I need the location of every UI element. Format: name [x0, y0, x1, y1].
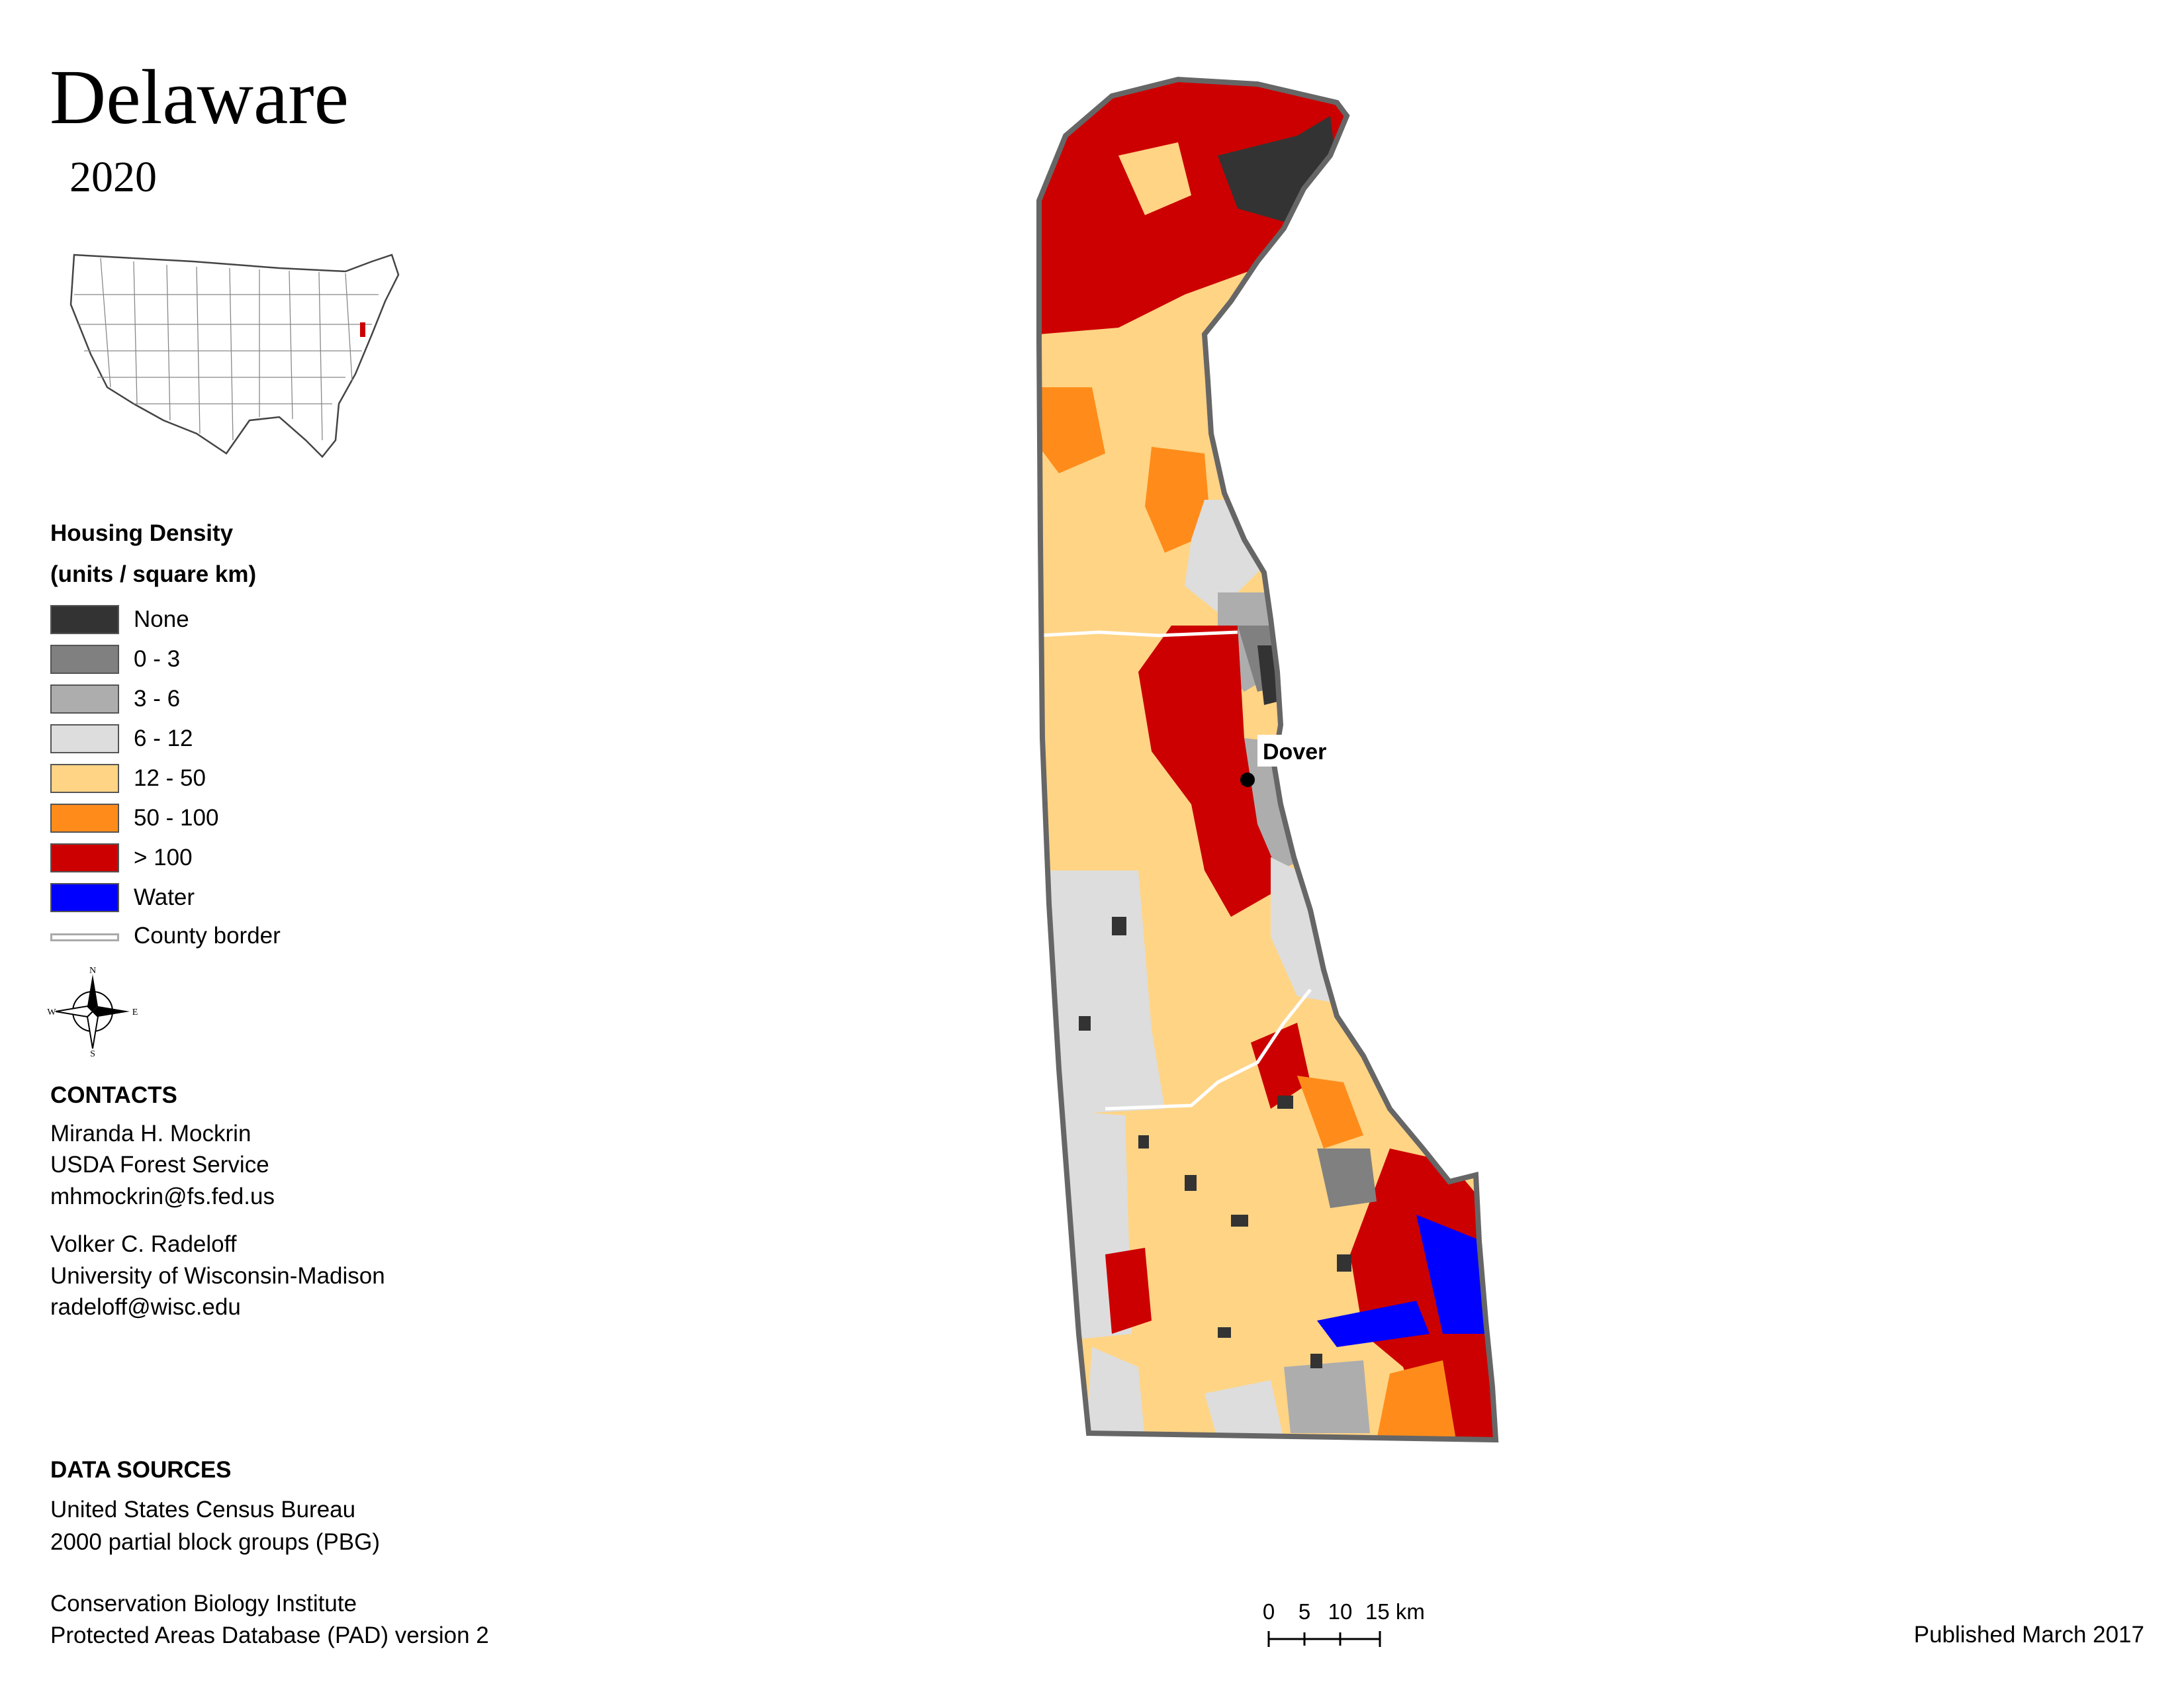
- contact-name: Miranda H. Mockrin: [50, 1121, 251, 1147]
- published-date: Published March 2017: [1913, 1622, 2144, 1648]
- legend-swatch-50-100: [50, 804, 119, 833]
- delaware-highlight: [360, 322, 365, 337]
- legend-label: 12 - 50: [134, 765, 206, 791]
- scale-label: 15 km: [1365, 1599, 1425, 1624]
- legend-label: None: [134, 606, 189, 632]
- map-year: 2020: [69, 153, 157, 201]
- source-line: Protected Areas Database (PAD) version 2: [50, 1622, 489, 1648]
- scale-bar: 0 5 10 15 km: [1263, 1599, 1425, 1647]
- legend-item-water: Water: [50, 882, 447, 914]
- compass-n: N: [89, 966, 96, 976]
- legend-label: 50 - 100: [134, 805, 219, 831]
- legend-label: 0 - 3: [134, 646, 181, 672]
- legend-swatch-over-100: [50, 843, 119, 872]
- legend-label: County border: [134, 923, 281, 949]
- scale-label: 10: [1328, 1599, 1353, 1624]
- scale-label: 5: [1298, 1599, 1310, 1624]
- contact-email[interactable]: mhmockrin@fs.fed.us: [50, 1184, 275, 1209]
- legend-item-county-border: County border: [50, 920, 447, 952]
- dover-city-marker: [1240, 773, 1255, 787]
- legend-item-none: None: [50, 604, 447, 635]
- legend-label: Water: [134, 884, 195, 910]
- legend-swatch-county-border: [50, 933, 119, 941]
- legend-label: 3 - 6: [134, 686, 181, 712]
- legend-swatch-0-3: [50, 645, 119, 674]
- legend-item-6-12: 6 - 12: [50, 723, 447, 755]
- contact-email[interactable]: radeloff@wisc.edu: [50, 1294, 241, 1320]
- compass-w: W: [47, 1008, 56, 1017]
- legend-subtitle: (units / square km): [50, 561, 257, 587]
- dover-label: Dover: [1263, 739, 1326, 765]
- contacts-heading: CONTACTS: [50, 1082, 177, 1108]
- legend-title: Housing Density: [50, 520, 234, 546]
- source-line: Conservation Biology Institute: [50, 1591, 357, 1617]
- map-title: Delaware: [50, 54, 349, 140]
- compass-s: S: [90, 1049, 95, 1058]
- dover-label-bg: [1257, 735, 1337, 767]
- legend-swatch-water: [50, 883, 119, 912]
- source-line: 2000 partial block groups (PBG): [50, 1529, 381, 1555]
- delaware-housing-density-map: Dover: [1036, 76, 1499, 1443]
- contact-org: USDA Forest Service: [50, 1152, 269, 1178]
- scale-label: 0: [1263, 1599, 1275, 1624]
- legend-item-3-6: 3 - 6: [50, 683, 447, 715]
- compass-rose-icon: N S E W: [47, 966, 138, 1058]
- legend-item-over-100: > 100: [50, 842, 447, 874]
- source-line: United States Census Bureau: [50, 1497, 356, 1523]
- contact-org: University of Wisconsin-Madison: [50, 1263, 385, 1289]
- legend-swatch-6-12: [50, 724, 119, 753]
- legend-swatch-none: [50, 605, 119, 634]
- compass-e: E: [132, 1008, 138, 1017]
- legend-label: > 100: [134, 845, 193, 870]
- legend-item-0-3: 0 - 3: [50, 643, 447, 675]
- legend-swatch-3-6: [50, 684, 119, 714]
- legend-item-50-100: 50 - 100: [50, 802, 447, 834]
- legend-item-12-50: 12 - 50: [50, 763, 447, 794]
- legend-swatch-12-50: [50, 764, 119, 793]
- legend-label: 6 - 12: [134, 726, 193, 751]
- us-locator-map: [69, 254, 400, 458]
- contact-name: Volker C. Radeloff: [50, 1231, 237, 1257]
- data-sources-heading: DATA SOURCES: [50, 1457, 232, 1483]
